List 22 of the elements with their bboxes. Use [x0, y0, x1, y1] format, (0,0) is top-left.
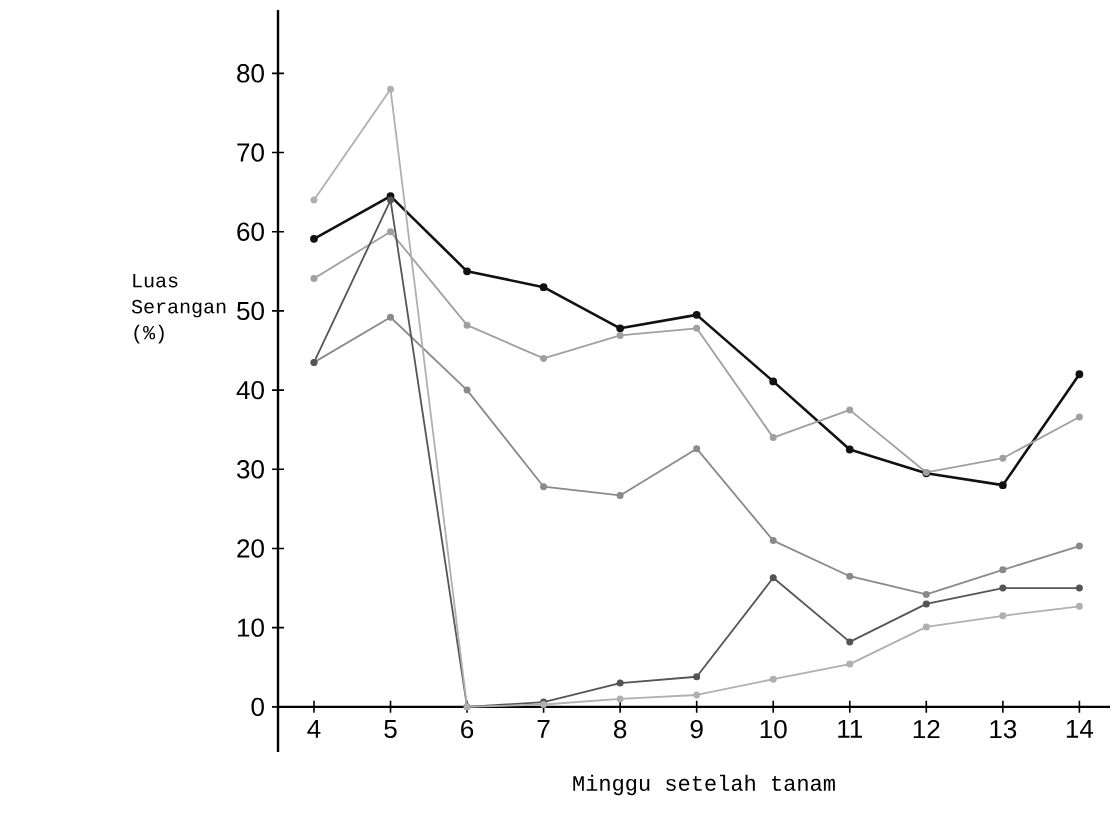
x-tick-label: 13 [990, 719, 1017, 739]
x-tick-label: 8 [614, 719, 627, 739]
y-tick-label: 60 [237, 222, 264, 241]
y-tick-label: 70 [237, 143, 264, 162]
x-tick-label: 11 [838, 719, 863, 738]
y-tick-label: 10 [237, 618, 264, 637]
x-tick-label: 6 [461, 719, 474, 739]
x-tick-label: 5 [384, 719, 397, 739]
x-tick-label: 14 [1066, 719, 1094, 738]
x-tick-label: 7 [537, 719, 550, 738]
x-tick-label: 12 [913, 719, 940, 739]
y-tick-label: 40 [236, 380, 264, 400]
y-tick-label: 20 [237, 539, 264, 558]
y-tick-label: 50 [237, 301, 264, 321]
y-axis-title: Luas Serangan (%) [131, 274, 226, 344]
x-tick-label: 4 [307, 719, 321, 738]
y-tick-label: 0 [251, 697, 264, 717]
x-tick-label: 10 [760, 719, 787, 739]
x-tick-label: 9 [690, 719, 703, 739]
y-tick-label: 30 [237, 460, 264, 479]
y-tick-label: 80 [237, 64, 264, 83]
x-axis-title: Minggu setelah tanam [573, 774, 835, 796]
